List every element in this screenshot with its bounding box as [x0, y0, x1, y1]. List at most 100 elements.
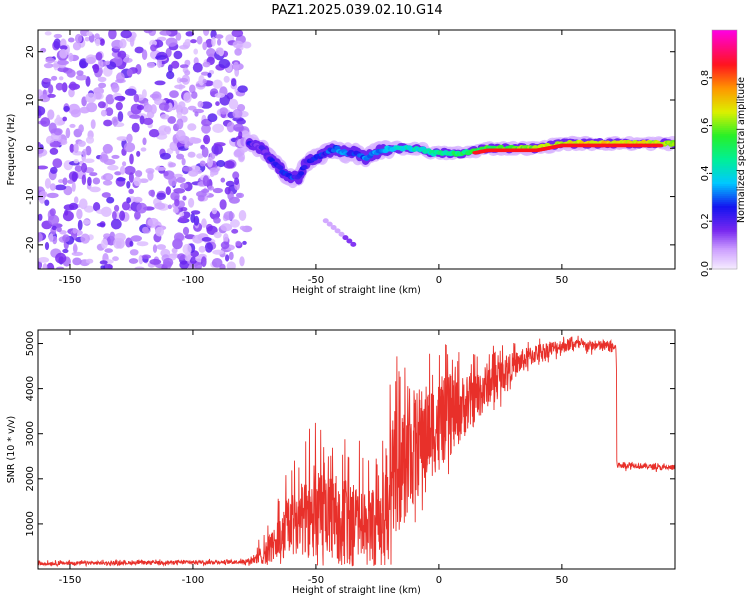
ridge-peak: [656, 143, 664, 148]
snr-series-line: [38, 335, 675, 568]
noise-blob: [200, 71, 210, 76]
noise-blob: [79, 106, 90, 114]
noise-blob: [49, 147, 59, 155]
noise-blob: [135, 170, 143, 178]
noise-blob: [148, 129, 160, 138]
noise-blob: [223, 233, 229, 243]
noise-blob: [184, 252, 192, 262]
x-tick-label: -50: [308, 575, 324, 586]
noise-blob: [55, 82, 64, 91]
noise-blob: [187, 123, 197, 131]
noise-blob: [133, 196, 143, 203]
colorbar-cell: [712, 161, 737, 165]
noise-blob: [215, 34, 224, 39]
colorbar-cell: [712, 259, 737, 262]
noise-blob: [57, 60, 69, 66]
noise-blob: [61, 82, 68, 93]
noise-blob: [204, 242, 213, 253]
noise-blob: [72, 257, 82, 266]
noise-blob: [92, 63, 100, 74]
noise-blob: [129, 153, 134, 165]
x-tick-label: 0: [436, 575, 442, 586]
noise-blob: [114, 171, 122, 176]
y-tick-label: -20: [25, 237, 36, 253]
colorbar-cell: [712, 109, 737, 113]
noise-blob: [70, 109, 81, 118]
noise-blob: [119, 210, 126, 221]
noise-blob: [214, 92, 226, 98]
noise-blob: [101, 238, 108, 249]
noise-blob: [80, 233, 90, 244]
noise-blob: [109, 231, 116, 240]
tail-blob: [322, 218, 329, 224]
tail-blob: [350, 241, 357, 247]
noise-blob: [182, 166, 193, 172]
colorbar-cell: [712, 135, 737, 139]
noise-blob: [62, 210, 74, 222]
noise-blob: [211, 258, 223, 268]
noise-blob: [150, 44, 157, 52]
colorbar-cell: [712, 173, 737, 176]
colorbar-cell: [712, 241, 737, 244]
noise-blob: [140, 147, 147, 152]
colorbar-cell: [712, 43, 737, 47]
tail-blob: [342, 235, 349, 241]
noise-blob: [194, 261, 202, 269]
noise-blob: [130, 235, 142, 242]
noise-blob: [201, 146, 209, 158]
noise-blob: [223, 75, 230, 83]
noise-blob: [128, 188, 134, 195]
ridge-core: [277, 165, 284, 170]
noise-blob: [119, 38, 127, 49]
noise-blob: [68, 52, 74, 62]
x-tick-label: 0: [436, 275, 442, 286]
noise-blob: [71, 251, 84, 256]
noise-blob: [176, 177, 186, 183]
colorbar-cell: [712, 201, 737, 204]
noise-blob: [233, 123, 244, 132]
noise-blob: [58, 179, 64, 184]
colorbar-cell: [712, 179, 737, 182]
noise-blob: [69, 81, 77, 91]
colorbar-cell: [712, 203, 737, 206]
colorbar-cell: [712, 93, 737, 97]
colorbar-cell: [712, 223, 737, 226]
ridge-core: [301, 164, 308, 170]
noise-blob: [232, 171, 240, 180]
colorbar-cell: [712, 71, 737, 75]
spectrogram-blobs: [38, 30, 675, 269]
noise-blob: [126, 181, 131, 189]
noise-blob: [49, 141, 61, 148]
noise-blob: [174, 199, 180, 207]
colorbar-label: Normalized spectral amplitude: [736, 77, 747, 223]
noise-blob: [171, 60, 180, 69]
colorbar-tick-label: 0.6: [700, 118, 711, 134]
colorbar-cell: [712, 113, 737, 117]
noise-blob: [193, 48, 198, 55]
noise-blob: [126, 133, 133, 143]
noise-blob: [51, 225, 57, 231]
noise-blob: [231, 228, 239, 234]
colorbar-cell: [712, 129, 737, 133]
colorbar-cell: [712, 89, 737, 93]
noise-blob: [66, 69, 76, 78]
ridge-core: [298, 171, 305, 176]
colorbar-cell: [712, 147, 737, 151]
x-tick-label: -100: [182, 275, 205, 286]
colorbar-cell: [712, 215, 737, 218]
noise-blob: [72, 243, 78, 254]
noise-blob: [167, 204, 172, 210]
colorbar-cell: [712, 137, 737, 141]
noise-blob: [62, 234, 70, 243]
noise-blob: [156, 192, 166, 200]
noise-blob: [112, 256, 119, 262]
noise-blob: [117, 111, 124, 122]
colorbar-cell: [712, 165, 737, 169]
colorbar-cell: [712, 169, 737, 173]
noise-blob: [167, 116, 176, 124]
noise-blob: [189, 84, 196, 94]
colorbar-cell: [712, 73, 737, 77]
noise-blob: [81, 174, 87, 186]
